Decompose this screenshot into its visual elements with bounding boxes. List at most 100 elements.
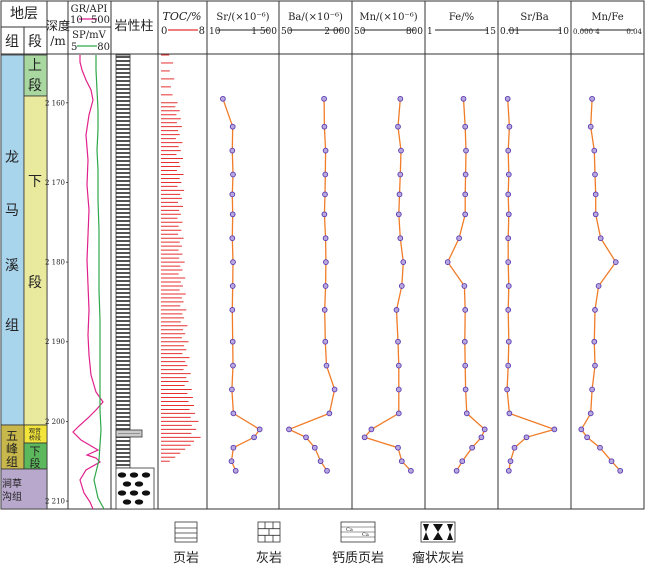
series-1-point-10 — [322, 338, 329, 345]
series-4-point-5 — [505, 211, 512, 218]
series-4-point-2 — [505, 147, 512, 154]
series-2-name: Mn/(×10⁻⁶) — [359, 12, 417, 23]
series-4-point-6 — [505, 235, 512, 242]
series-3-point-13 — [463, 410, 470, 417]
wufeng-lower-char-2: 段 — [30, 456, 41, 470]
legend-shale-label: 页岩 — [173, 551, 199, 566]
series-3-point-14 — [481, 426, 488, 433]
series-2-point-12 — [395, 386, 402, 393]
nodular-limestone-nodules — [117, 472, 151, 505]
series-1-point-1 — [321, 123, 328, 130]
column-headers: 地层 组 段 深度 /m GR/API 10 500 SP/mV 5 80 岩性… — [5, 4, 643, 53]
series-4-line — [506, 98, 557, 471]
series-0-point-14 — [256, 426, 263, 433]
series-3-name: Fe/% — [449, 12, 474, 23]
series-2-point-10 — [395, 338, 401, 345]
series-2-point-14 — [368, 426, 375, 433]
series-0-point-7 — [230, 259, 236, 265]
stratum-header: 地层 — [10, 6, 38, 22]
wufeng-char-2: 峰 — [6, 442, 18, 456]
series-4-point-15 — [523, 434, 530, 441]
series-2-point-4 — [396, 191, 403, 198]
chart-frame — [0, 0, 645, 510]
depth-unit-header: /m — [50, 34, 66, 48]
lithology-column — [115, 54, 155, 510]
series-3-point-2 — [463, 147, 469, 154]
series-5-point-16 — [597, 444, 603, 451]
series-4-point-13 — [506, 410, 513, 417]
toc-header: TOC/% — [163, 10, 202, 23]
series-4-max-label: 10 — [558, 27, 570, 37]
series-3-point-18 — [453, 467, 460, 474]
jiancao-box — [0, 468, 48, 510]
series-4-point-12 — [504, 386, 510, 393]
depth-tick-label-2210: 2 210 — [45, 498, 65, 506]
series-0-point-11 — [230, 362, 236, 369]
depth-header: 深度 — [46, 18, 70, 33]
series-3-point-0 — [460, 95, 467, 102]
series-1-point-0 — [321, 95, 327, 102]
series-1-point-14 — [286, 426, 292, 433]
nodular-limestone-nodule-2 — [433, 524, 443, 540]
nodule-5 — [117, 490, 127, 496]
series-1-point-5 — [321, 211, 328, 218]
longmaxi-box — [0, 54, 25, 426]
legend-calcareous-shale: Ca Ca 钙质页岩 — [332, 521, 384, 566]
series-3-point-6 — [456, 235, 462, 242]
nodular-limestone-nodule-1 — [423, 524, 429, 540]
series-3-point-17 — [459, 458, 466, 465]
series-2-point-7 — [400, 259, 407, 265]
wufeng-lower-char-1: 下 — [30, 445, 41, 458]
lower-member-box — [23, 95, 48, 426]
series-0-point-10 — [229, 338, 236, 345]
series-0-point-15 — [251, 434, 257, 441]
series-2-point-1 — [395, 123, 401, 130]
toc-max-label: 8 — [199, 26, 205, 37]
gr-max-label: 500 — [91, 15, 110, 26]
series-2-max-label: 800 — [406, 27, 423, 37]
series-0-point-8 — [229, 283, 236, 289]
series-1-point-9 — [321, 307, 328, 313]
series-2-point-0 — [397, 95, 404, 102]
series-5-max-label: 0.04 — [626, 28, 642, 36]
series-3-point-15 — [478, 434, 485, 441]
series-1-point-2 — [322, 147, 329, 154]
series-0-point-5 — [229, 211, 236, 218]
jiancao-line-2: 沟组 — [2, 490, 22, 503]
series-4-point-11 — [505, 362, 512, 369]
upper-member-char-1: 上 — [28, 58, 42, 74]
series-0-point-17 — [228, 458, 235, 465]
series-5-point-3 — [592, 171, 598, 178]
series-2-point-11 — [395, 362, 402, 369]
series-2-point-6 — [397, 235, 404, 242]
series-1-point-15 — [303, 434, 309, 441]
sp-header: SP/mV — [72, 30, 106, 41]
lower-member-char-2: 段 — [28, 275, 42, 291]
longmaxi-char-1: 龙 — [5, 150, 19, 166]
series-2-point-3 — [397, 171, 404, 178]
series-5-point-15 — [584, 434, 590, 441]
depth-tick-label-2160: 2 160 — [45, 99, 65, 107]
depth-tick-label-2180: 2 180 — [45, 259, 65, 267]
series-5-point-10 — [591, 338, 598, 345]
series-1-point-3 — [322, 171, 329, 178]
guanyinqiao-line-2: 桥段 — [29, 434, 41, 442]
series-4-point-17 — [507, 458, 514, 465]
series-5-point-13 — [587, 410, 594, 417]
legend: 页岩 灰岩 Ca Ca 钙质页岩 瘤状灰岩 — [173, 521, 464, 566]
lithology-header: 岩性柱 — [114, 19, 153, 34]
element-series — [220, 95, 624, 474]
series-0-point-0 — [220, 95, 226, 102]
series-0-point-6 — [229, 235, 236, 242]
series-1-point-11 — [323, 362, 330, 369]
legend-shale: 页岩 — [173, 521, 199, 566]
toc-min-label: 0 — [161, 26, 167, 37]
series-4-name: Sr/Ba — [520, 12, 548, 23]
series-0-point-12 — [229, 386, 235, 393]
series-4-point-1 — [506, 123, 513, 130]
series-5-point-17 — [608, 458, 615, 465]
legend-limestone: 灰岩 — [256, 521, 282, 566]
series-2-point-15 — [361, 434, 368, 441]
series-2-point-9 — [393, 307, 400, 313]
